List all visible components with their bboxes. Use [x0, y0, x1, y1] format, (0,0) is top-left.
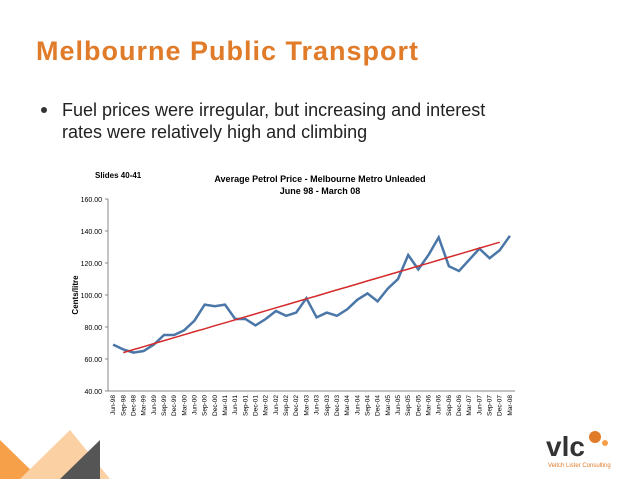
x-tick-label: Dec-01: [253, 395, 260, 416]
x-tick-label: Mar-99: [141, 395, 148, 416]
x-tick-label: Mar-07: [466, 395, 473, 416]
x-tick-label: Dec-02: [293, 395, 300, 416]
x-tick-label: Dec-98: [130, 395, 137, 416]
x-tick-label: Mar-04: [344, 395, 351, 416]
x-tick-label: Sep-07: [487, 395, 494, 416]
x-tick-label: Dec-06: [456, 395, 463, 416]
x-tick-label: Jun-04: [354, 395, 361, 415]
x-tick-label: Jun-03: [314, 395, 321, 415]
x-tick-label: Mar-00: [181, 395, 188, 416]
x-tick-label: Dec-04: [375, 395, 382, 416]
bullet-dot: [41, 107, 47, 113]
x-tick-label: Jun-01: [232, 395, 239, 415]
chart-title: Average Petrol Price - Melbourne Metro U…: [214, 174, 425, 184]
y-tick-label: 100.00: [81, 293, 103, 300]
slide-title: Melbourne Public Transport: [36, 36, 419, 66]
chart-note: Slides 40-41: [95, 171, 142, 180]
logo-dot: [602, 440, 608, 446]
x-tick-label: Jun-05: [395, 395, 402, 415]
x-tick-label: Dec-05: [415, 395, 422, 416]
x-tick-label: Sep-01: [242, 395, 249, 416]
series-line: [123, 241, 500, 354]
logo-dot: [589, 431, 601, 443]
x-tick-label: Jun-00: [191, 395, 198, 415]
x-tick-label: Mar-08: [507, 395, 514, 416]
x-tick-label: Jun-07: [476, 395, 483, 415]
x-tick-label: Jun-98: [110, 395, 117, 415]
x-tick-label: Sep-99: [161, 395, 168, 416]
x-tick-label: Mar-01: [222, 395, 229, 416]
x-tick-label: Sep-04: [364, 395, 371, 416]
logo-sub: Veitch Lister Consulting: [548, 463, 611, 469]
x-tick-label: Jun-02: [273, 395, 280, 415]
x-tick-label: Mar-05: [385, 395, 392, 416]
y-axis-label: Cents/litre: [71, 275, 80, 315]
x-tick-label: Dec-07: [497, 395, 504, 416]
decor: [60, 440, 100, 479]
chart-subtitle: June 98 - March 08: [280, 186, 361, 196]
x-tick-label: Dec-00: [212, 395, 219, 416]
x-tick-label: Mar-06: [426, 395, 433, 416]
x-tick-label: Sep-02: [283, 395, 290, 416]
x-tick-label: Jun-06: [436, 395, 443, 415]
x-tick-label: Dec-99: [171, 395, 178, 416]
y-tick-label: 120.00: [81, 261, 103, 268]
logo-text: vlc: [546, 431, 585, 462]
y-tick-label: 40.00: [84, 389, 102, 396]
x-tick-label: Jun-99: [151, 395, 158, 415]
bullet-line: Fuel prices were irregular, but increasi…: [62, 100, 485, 120]
series-line: [112, 234, 511, 354]
y-tick-label: 60.00: [84, 357, 102, 364]
x-tick-label: Sep-98: [120, 395, 127, 416]
x-tick-label: Mar-03: [303, 395, 310, 416]
x-tick-label: Sep-05: [405, 395, 412, 416]
x-tick-label: Sep-06: [446, 395, 453, 416]
y-tick-label: 140.00: [81, 229, 103, 236]
x-tick-label: Sep-03: [324, 395, 331, 416]
bullet-line: rates were relatively high and climbing: [62, 122, 367, 142]
y-tick-label: 160.00: [81, 197, 103, 204]
y-tick-label: 80.00: [84, 325, 102, 332]
x-tick-label: Sep-00: [202, 395, 209, 416]
x-tick-label: Dec-03: [334, 395, 341, 416]
x-tick-label: Mar-02: [263, 395, 270, 416]
